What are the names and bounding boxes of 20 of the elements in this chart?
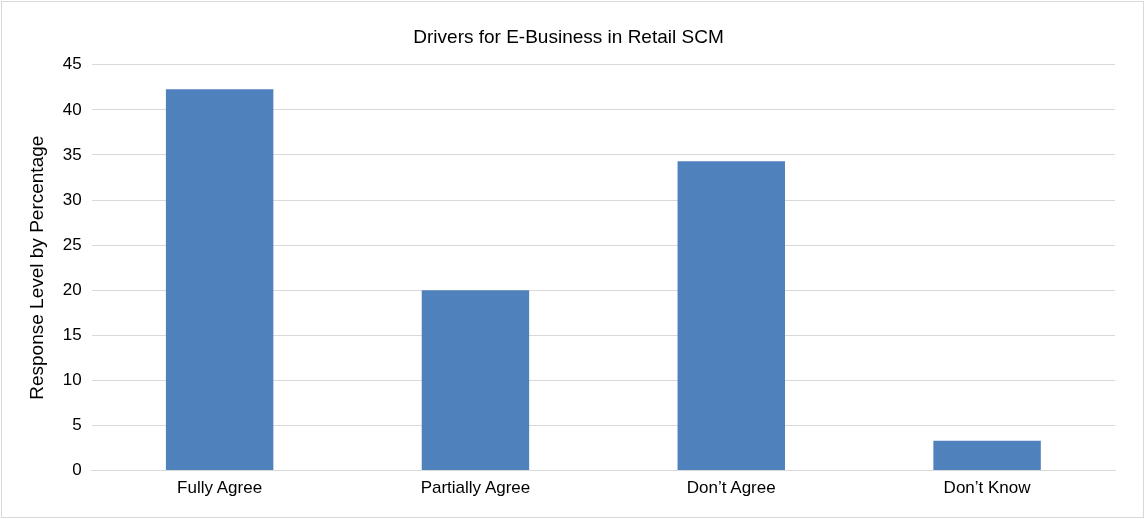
x-tick-label: Don’t Know	[943, 478, 1032, 498]
y-tick-label: 40	[62, 99, 82, 119]
y-tick-label: 10	[62, 370, 82, 390]
y-tick-label: 35	[62, 144, 82, 164]
y-tick-label: 45	[62, 54, 82, 74]
y-tick-label: 20	[62, 279, 82, 299]
x-tick-label: Don’t Agree	[686, 478, 776, 498]
x-tick-label: Partially Agree	[420, 478, 531, 498]
bar	[677, 161, 785, 471]
x-tick-label: Fully Agree	[177, 478, 263, 498]
y-tick-label: 15	[62, 325, 82, 345]
y-tick-label: 5	[72, 415, 82, 435]
y-tick-label: 25	[62, 234, 82, 254]
y-axis-title: Response Level by Percentage	[25, 135, 47, 400]
y-tick-label: 30	[62, 189, 82, 209]
bar	[933, 440, 1041, 471]
bar	[165, 89, 274, 471]
chart-title: Drivers for E-Business in Retail SCM	[413, 25, 724, 47]
y-tick-label: 0	[72, 460, 82, 480]
bar	[421, 290, 530, 471]
